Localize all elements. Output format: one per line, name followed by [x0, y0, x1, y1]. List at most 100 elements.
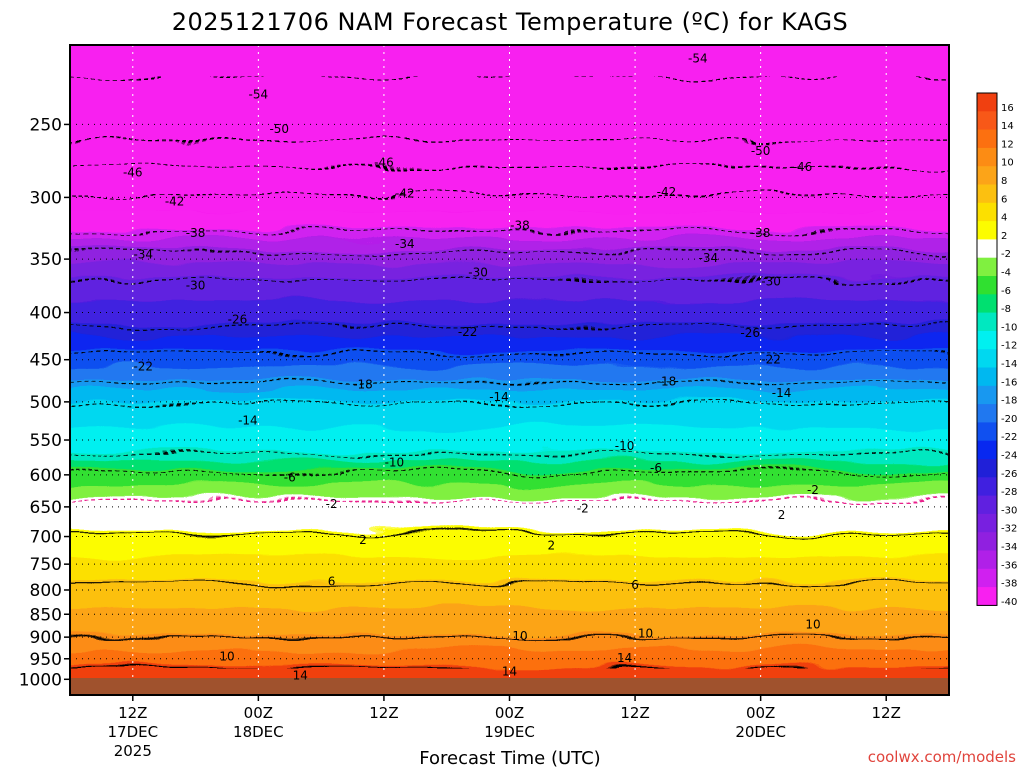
- isotherm-label: -30: [761, 274, 781, 288]
- isotherm-label: 14: [293, 668, 308, 682]
- colorbar-swatch: [977, 568, 997, 588]
- isotherm-label: -54: [249, 88, 269, 102]
- y-tick-label: 500: [30, 393, 62, 413]
- colorbar-swatch: [977, 495, 997, 515]
- colorbar-tick-label: -22: [1001, 432, 1017, 443]
- isotherm-label: 2: [548, 539, 556, 553]
- y-tick-label: 400: [30, 304, 62, 324]
- pressure-gridlines: [70, 123, 949, 680]
- isotherm-label: 10: [512, 629, 527, 643]
- isotherm-label: 2: [778, 508, 786, 522]
- y-tick-label: 650: [30, 498, 62, 518]
- isotherm-label: -18: [657, 374, 677, 388]
- isotherm-label: -34: [133, 248, 153, 262]
- y-tick-label: 700: [30, 528, 62, 548]
- colorbar-swatch: [977, 550, 997, 570]
- colorbar-tick-label: -18: [1001, 396, 1017, 407]
- isotherm-label: 10: [638, 627, 653, 641]
- colorbar-swatch: [977, 477, 997, 497]
- y-tick-label: 450: [30, 351, 62, 371]
- isotherm-label: -14: [772, 386, 792, 400]
- colorbar-tick-label: 10: [1001, 158, 1014, 169]
- colorbar-swatch: [977, 111, 997, 131]
- colorbar-tick-label: 12: [1001, 139, 1014, 150]
- isotherm-label: -10: [615, 439, 635, 453]
- colorbar-swatch: [977, 129, 997, 149]
- isotherm-label: -42: [395, 186, 415, 200]
- colorbar-tick-label: -34: [1001, 542, 1017, 553]
- isotherm-label: -34: [395, 237, 415, 251]
- colorbar-frame: [976, 92, 998, 606]
- colorbar-tick-label: 8: [1001, 176, 1007, 187]
- isotherm-label: -22: [761, 353, 781, 367]
- x-tick-label: 19DEC: [484, 723, 535, 741]
- isotherm-label: -26: [228, 312, 248, 326]
- colorbar-swatch: [977, 239, 997, 259]
- isotherm-label: -2: [577, 502, 589, 516]
- temperature-band: [70, 497, 949, 537]
- colorbar-swatch: [977, 93, 997, 112]
- x-tick-label: 12Z: [369, 704, 398, 722]
- isotherm-label: -14: [489, 390, 509, 404]
- colorbar-tick-label: -30: [1001, 505, 1017, 516]
- isotherm-label: 14: [502, 665, 517, 679]
- isotherm-label: -14: [238, 414, 258, 428]
- isotherm-label: -50: [269, 122, 289, 136]
- colorbar-swatch: [977, 202, 997, 222]
- colorbar-swatch: [977, 404, 997, 423]
- colorbar-tick-label: -26: [1001, 469, 1017, 480]
- isotherm-label: -46: [123, 166, 143, 180]
- isotherm-label: 14: [617, 651, 632, 665]
- isotherm-label: 10: [219, 650, 234, 664]
- colorbar-swatch: [977, 147, 997, 167]
- chart-title: 2025121706 NAM Forecast Temperature (ºC)…: [172, 8, 849, 36]
- isotherm-label: 2: [359, 533, 367, 547]
- isotherm-label: -26: [740, 326, 760, 340]
- plot-area: [70, 45, 949, 695]
- isotherm-label: -38: [510, 219, 530, 233]
- x-tick-label: 12Z: [118, 704, 147, 722]
- colorbar-tick-label: 14: [1001, 121, 1014, 132]
- x-tick-label: 20DEC: [735, 723, 786, 741]
- y-tick-label: 600: [30, 466, 62, 486]
- colorbar-tick-label: -4: [1001, 268, 1011, 279]
- colorbar-tick-label: -10: [1001, 322, 1017, 333]
- y-tick-label: 950: [30, 650, 62, 670]
- colorbar-tick-label: -36: [1001, 560, 1017, 571]
- isotherm-label: -38: [751, 226, 771, 240]
- colorbar-swatch: [977, 221, 997, 240]
- isotherm-label: -42: [165, 194, 185, 208]
- isotherm-labels: -54 -54 -50 -50 -46 -46 -46 -42 -42 -42 -38 -38 -38 -…: [123, 51, 821, 682]
- x-axis-label: Forecast Time (UTC): [419, 748, 600, 768]
- colorbar-swatch: [977, 513, 997, 533]
- colorbar-tick-label: -38: [1001, 579, 1017, 590]
- y-tick-label: 1000: [19, 670, 62, 690]
- colorbar-swatch: [977, 459, 997, 478]
- isotherm-label: -6: [650, 461, 662, 475]
- colorbar-tick-label: 4: [1001, 213, 1007, 224]
- colorbar-swatch: [977, 294, 997, 314]
- isotherm-label: -2: [807, 483, 819, 497]
- ground-strip: [70, 678, 949, 695]
- isotherm-label: 10: [805, 617, 820, 631]
- y-tick-label: 850: [30, 605, 62, 625]
- x-tick-label: 2025: [114, 742, 152, 760]
- isotherm-label: -50: [751, 144, 771, 158]
- isotherm-label: -30: [468, 266, 488, 280]
- isotherm-label: -2: [326, 497, 338, 511]
- colorbar-swatch: [977, 349, 997, 368]
- isotherm-label: -38: [186, 226, 206, 240]
- colorbar-swatch: [977, 440, 997, 460]
- y-tick-label: 900: [30, 628, 62, 648]
- isotherm-label: -46: [793, 160, 813, 174]
- colorbar-tick-label: -40: [1001, 597, 1017, 608]
- isotherm-label: -18: [353, 378, 373, 392]
- y-tick-label: 350: [30, 250, 62, 270]
- isotherm-label: -34: [699, 251, 719, 265]
- isotherm-label: -30: [186, 279, 206, 293]
- colorbar-swatch: [977, 532, 997, 551]
- colorbar-tick-label: 2: [1001, 231, 1007, 242]
- x-tick-label: 18DEC: [233, 723, 284, 741]
